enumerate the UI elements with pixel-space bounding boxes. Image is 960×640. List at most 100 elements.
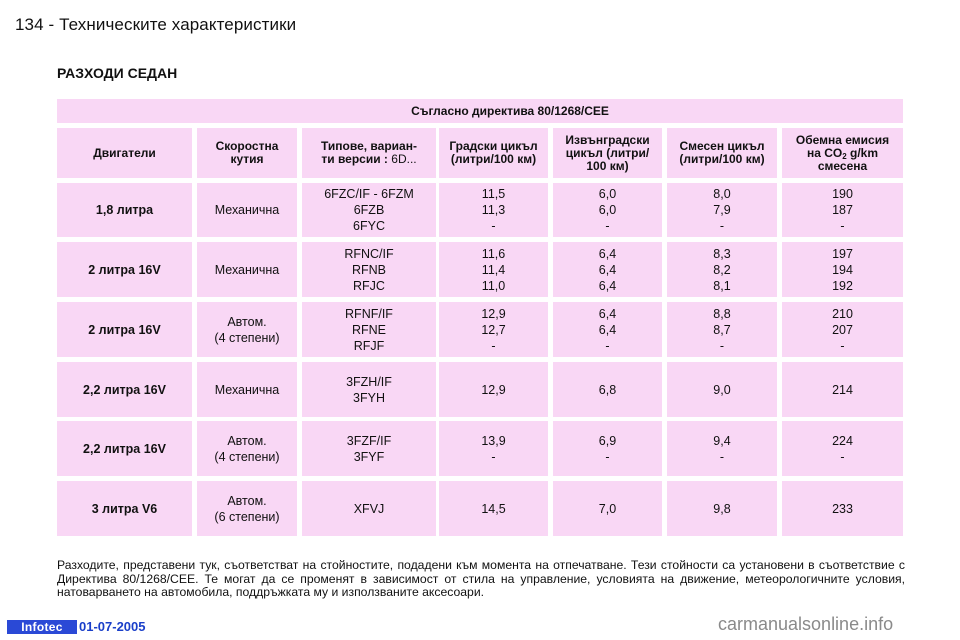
cell-types: RFNC/IF RFNB RFJC bbox=[302, 242, 436, 297]
types-value: 3FZH/IF bbox=[346, 374, 392, 389]
extra-urban-value: 6,4 bbox=[598, 262, 617, 277]
footer-date: 01-07-2005 bbox=[79, 619, 146, 634]
column-header-mixed-line1: Смесен цикъл bbox=[679, 139, 765, 153]
urban-value: 11,3 bbox=[481, 203, 506, 217]
co2-value: 210 bbox=[832, 306, 853, 321]
engine-value: 2,2 литра 16V bbox=[83, 382, 166, 397]
cell-types: 6FZC/IF - 6FZM 6FZB 6FYC bbox=[302, 183, 436, 237]
cell-urban: 12,9 12,7- bbox=[439, 302, 548, 357]
co2-value: 214 bbox=[832, 382, 853, 397]
cell-mixed: 8,3 8,2 8,1 bbox=[667, 242, 777, 297]
types-value: RFJC bbox=[353, 278, 385, 293]
co2-value: - bbox=[840, 338, 845, 353]
cell-co2: 233 bbox=[782, 481, 903, 536]
column-header-engines-label: Двигатели bbox=[93, 145, 156, 160]
column-header-gearbox-line2: кутия bbox=[230, 152, 264, 166]
column-header-engines: Двигатели bbox=[57, 128, 192, 178]
types-value: RFNE bbox=[351, 322, 387, 337]
column-header-co2-line3: смесена bbox=[817, 158, 868, 173]
extra-urban-value: 6,0 bbox=[598, 203, 617, 217]
co2-value: 224 bbox=[832, 433, 853, 448]
mixed-value: 8,1 bbox=[713, 278, 731, 293]
column-header-extra-urban: Извънградски цикъл (литри/ 100 км) bbox=[553, 128, 662, 178]
column-header-urban-line1: Градски цикъл bbox=[449, 139, 538, 153]
co2-label: на CO bbox=[806, 145, 843, 160]
cell-urban: 12,9 bbox=[439, 362, 548, 417]
cell-mixed: 9,0 bbox=[667, 362, 777, 417]
urban-value: 11,5 bbox=[481, 187, 506, 201]
cell-co2: 210 207- bbox=[782, 302, 903, 357]
co2-value: - bbox=[840, 449, 845, 464]
types-value: 3FYH bbox=[353, 390, 385, 405]
urban-value: 12,9 bbox=[481, 382, 506, 397]
column-header-types: Типове, вариан- ти версии : 6D... bbox=[302, 128, 436, 178]
gearbox-value: Автом. bbox=[227, 433, 267, 448]
co2-value: 207 bbox=[832, 322, 853, 337]
cell-extra-urban: 6,8 bbox=[553, 362, 662, 417]
column-header-co2-line2: на CO2 g/km bbox=[806, 145, 878, 160]
mixed-value: - bbox=[719, 449, 725, 464]
extra-urban-value: 6,4 bbox=[598, 306, 617, 321]
types-value: 3FZF/IF bbox=[346, 433, 392, 448]
column-header-mixed-line2: (литри/100 км) bbox=[679, 152, 765, 166]
cell-mixed: 9,8 bbox=[667, 481, 777, 536]
column-header-types-line1: Типове, вариан- bbox=[321, 139, 417, 153]
urban-value: - bbox=[491, 449, 496, 464]
mixed-value: 9,4 bbox=[713, 433, 731, 448]
engine-value: 2 литра 16V bbox=[88, 322, 161, 337]
column-header-urban: Градски цикъл (литри/100 км) bbox=[439, 128, 548, 178]
cell-co2: 190 187 - bbox=[782, 183, 903, 237]
co2-value: 233 bbox=[832, 501, 853, 516]
cell-engine: 2 литра 16V bbox=[57, 302, 192, 357]
urban-value: 12,7 bbox=[481, 322, 506, 337]
cell-urban: 13,9- bbox=[439, 421, 548, 476]
cell-mixed: 8,8 8,7- bbox=[667, 302, 777, 357]
urban-value: - bbox=[491, 338, 496, 353]
cell-urban: 14,5 bbox=[439, 481, 548, 536]
directive-header: Съгласно директива 80/1268/CEE bbox=[57, 99, 903, 123]
co2-value: 187 bbox=[832, 203, 853, 217]
column-header-extra-line2: цикъл (литри/ bbox=[565, 145, 650, 160]
cell-engine: 2 литра 16V bbox=[57, 242, 192, 297]
extra-urban-value: 6,4 bbox=[598, 322, 617, 337]
urban-value: 11,6 bbox=[481, 246, 506, 261]
extra-urban-value: - bbox=[605, 338, 610, 353]
cell-types: 3FZH/IF 3FYH bbox=[302, 362, 436, 417]
co2-value: 197 bbox=[832, 246, 853, 261]
section-title: РАЗХОДИ СЕДАН bbox=[57, 65, 178, 81]
types-label-bold: ти версии : bbox=[321, 152, 388, 166]
types-value: RFNB bbox=[351, 262, 387, 277]
column-header-gearbox: Скоростна кутия bbox=[197, 128, 297, 178]
types-label-code: 6D... bbox=[387, 152, 417, 166]
urban-value: - bbox=[491, 219, 496, 233]
mixed-value: - bbox=[719, 219, 725, 233]
types-value: RFJF bbox=[353, 338, 385, 353]
cell-gearbox: Механична bbox=[197, 362, 297, 417]
extra-urban-value: - bbox=[605, 449, 610, 464]
column-header-co2: Обемна емисия на CO2 g/km смесена bbox=[782, 128, 903, 178]
mixed-value: - bbox=[719, 338, 725, 353]
engine-value: 1,8 литра bbox=[95, 203, 154, 217]
cell-engine: 1,8 литра bbox=[57, 183, 192, 237]
gearbox-value: Механична bbox=[214, 203, 280, 217]
cell-gearbox: Автом. (4 степени) bbox=[197, 302, 297, 357]
types-value: 6FZC/IF - 6FZM bbox=[324, 187, 414, 201]
mixed-value: 8,0 bbox=[713, 187, 731, 201]
types-value: 6FYC bbox=[353, 219, 385, 233]
cell-engine: 2,2 литра 16V bbox=[57, 421, 192, 476]
mixed-value: 8,2 bbox=[713, 262, 731, 277]
gearbox-value: (4 степени) bbox=[214, 449, 280, 464]
column-header-extra-line1: Извънградски bbox=[565, 132, 650, 147]
extra-urban-value: 6,4 bbox=[598, 278, 617, 293]
cell-urban: 11,6 11,4 11,0 bbox=[439, 242, 548, 297]
column-header-extra-line3: 100 км) bbox=[586, 158, 629, 173]
mixed-value: 8,3 bbox=[713, 246, 731, 261]
co2-value: 192 bbox=[832, 278, 853, 293]
column-header-mixed: Смесен цикъл (литри/100 км) bbox=[667, 128, 777, 178]
column-header-urban-line2: (литри/100 км) bbox=[450, 152, 537, 166]
cell-gearbox: Автом. (4 степени) bbox=[197, 421, 297, 476]
cell-engine: 3 литра V6 bbox=[57, 481, 192, 536]
cell-types: 3FZF/IF 3FYF bbox=[302, 421, 436, 476]
cell-engine: 2,2 литра 16V bbox=[57, 362, 192, 417]
types-value: XFVJ bbox=[353, 501, 385, 516]
